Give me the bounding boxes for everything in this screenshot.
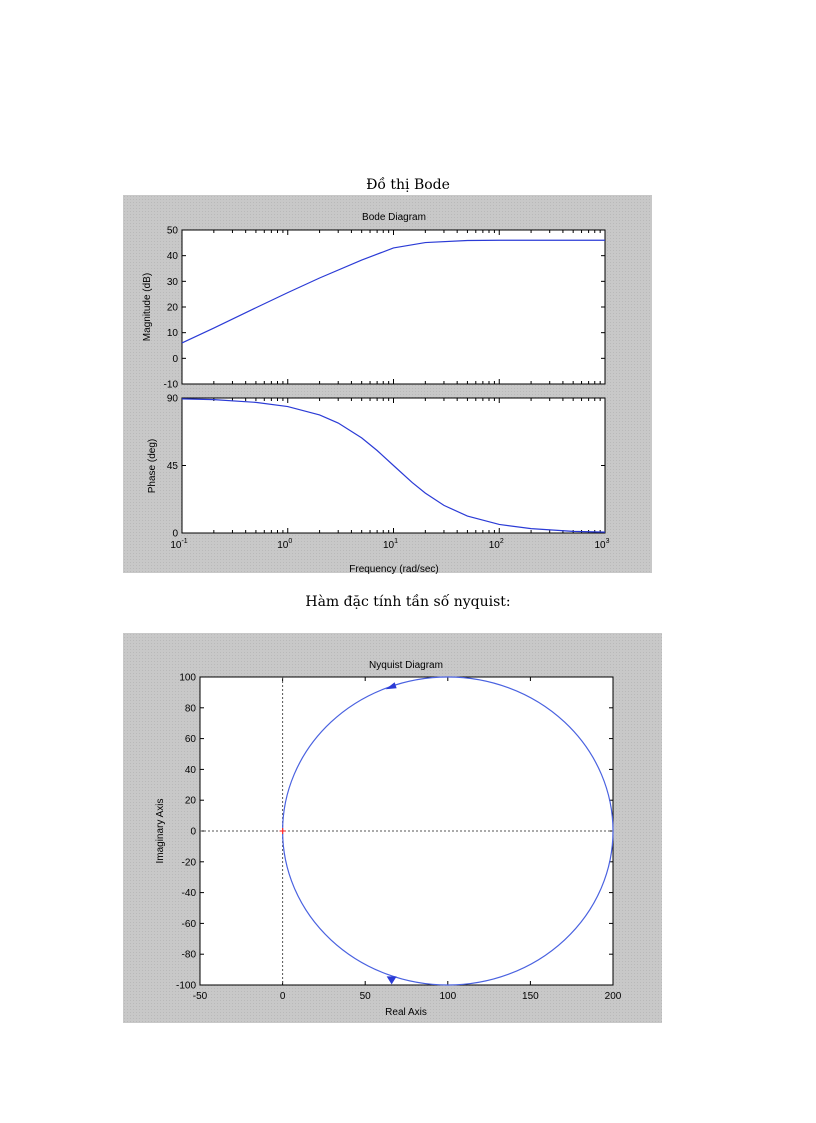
imag-axis-tick-label: -20 [182,857,197,868]
imag-axis-tick-label: -100 [176,981,196,992]
nyquist-arrows [385,682,397,985]
magnitude-y-tick-label: 30 [167,277,179,288]
nyquist-xlabel: Real Axis [385,1007,427,1018]
magnitude-y-tick-label: 40 [167,251,179,262]
direction-arrow [385,682,397,690]
real-axis-ticks: -50 0 50 100 150 200 [193,677,622,1002]
phase-y-tick-label: 90 [167,394,179,405]
imag-axis-tick-label: 0 [190,827,196,838]
imag-axis-tick-label: -80 [182,950,197,961]
magnitude-plot-area [181,229,606,385]
real-axis-tick-label: -50 [193,991,208,1002]
x-tick-label: 101 [383,538,398,551]
imag-axis-tick-label: -40 [182,888,197,899]
bode-figure: Bode Diagram -10 0 10 20 30 40 50 0 45 90 10-1 10… [123,195,652,575]
phase-y-ticks: 0 45 90 [167,394,605,540]
x-tick-label: 100 [277,538,292,551]
magnitude-y-tick-label: -10 [164,380,179,391]
bode-caption: Đồ thị Bode [366,177,450,193]
direction-arrow [386,976,397,985]
x-tick-label: 103 [594,538,609,551]
bode-chart: Bode Diagram -10 0 10 20 30 40 50 0 45 90 10-1 10… [142,212,610,575]
nyquist-caption: Hàm đặc tính tần số nyquist: [305,594,511,610]
real-axis-tick-label: 50 [360,991,372,1002]
x-tick-label: 10-1 [170,538,187,551]
imag-axis-tick-label: 80 [185,703,197,714]
nyquist-figure: Nyquist Diagram -50 0 50 100 150 200 -100 -80-… [123,633,662,1023]
phase-y-tick-label: 0 [172,529,178,540]
bode-xlabel: Frequency (rad/sec) [349,564,438,575]
phase-y-tick-label: 45 [167,461,179,472]
phase-ylabel: Phase (deg) [147,439,158,493]
magnitude-y-tick-label: 0 [172,354,178,365]
nyquist-title: Nyquist Diagram [369,660,443,671]
magnitude-y-tick-label: 20 [167,303,179,314]
magnitude-ylabel: Magnitude (dB) [142,273,153,341]
real-axis-tick-label: 200 [605,991,622,1002]
origin-marker [279,828,286,834]
x-tick-label: 102 [489,538,504,551]
real-axis-tick-label: 150 [522,991,539,1002]
nyquist-ylabel: Imaginary Axis [155,798,166,863]
magnitude-series-line [181,239,605,344]
real-axis-tick-label: 0 [280,991,286,1002]
imag-axis-tick-label: 60 [185,734,197,745]
bode-title: Bode Diagram [362,212,426,223]
nyquist-chart: Nyquist Diagram -50 0 50 100 150 200 -100-80-… [155,660,622,1018]
phase-series-line [181,398,606,533]
imag-axis-tick-label: 100 [179,673,196,684]
imag-axis-tick-label: 40 [185,765,197,776]
magnitude-y-ticks: -10 0 10 20 30 40 50 [164,226,605,391]
imag-axis-tick-label: 20 [185,796,197,807]
real-axis-tick-label: 100 [439,991,456,1002]
frequency-x-ticks: 10-1 100 101 102 103 [170,230,610,551]
imaginary-axis-ticks: -100 -80 -60 -40 -20 0 20 40 60 80 100 [176,673,613,992]
imag-axis-tick-label: -60 [182,919,197,930]
magnitude-y-tick-label: 50 [167,226,179,237]
magnitude-y-tick-label: 10 [167,328,179,339]
